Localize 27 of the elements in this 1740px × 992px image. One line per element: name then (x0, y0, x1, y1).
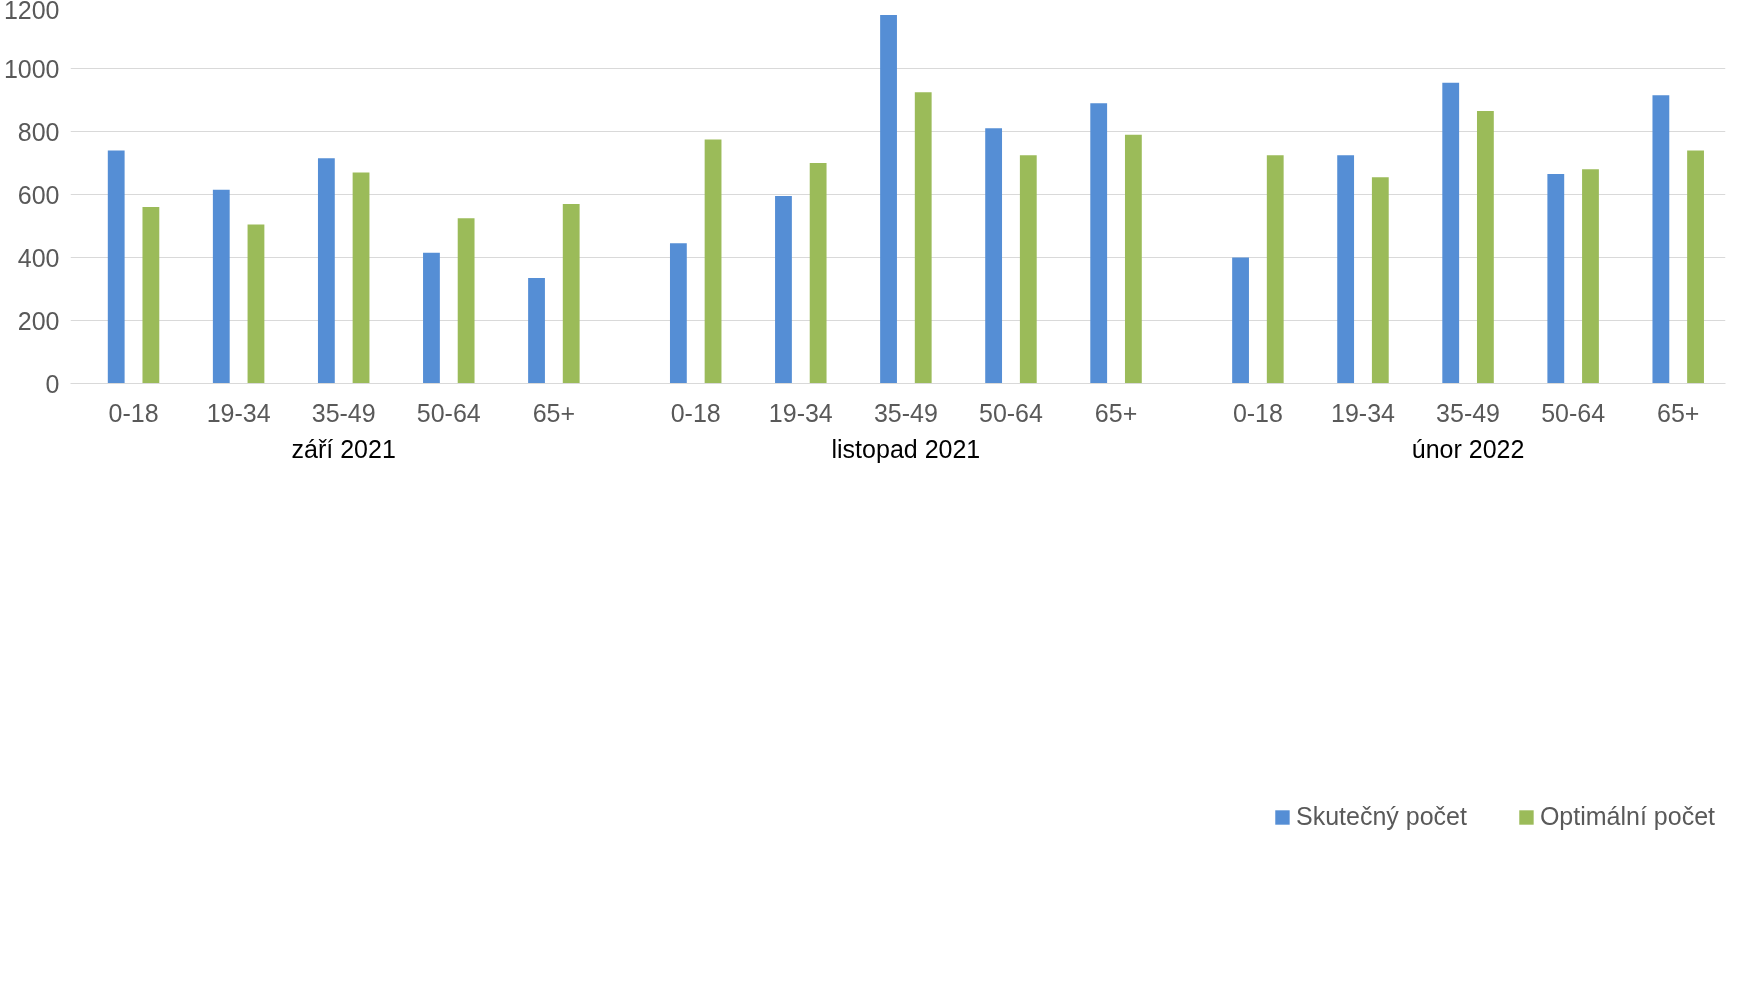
x-tick-label: 65+ (1657, 398, 1700, 427)
x-tick-label: 50-64 (416, 398, 481, 427)
x-tick-label: 0-18 (670, 398, 721, 427)
y-tick-label: 600 (17, 180, 60, 209)
text: únor 2022 (1411, 434, 1525, 463)
x-tick-label: 65+ (1094, 398, 1138, 427)
x-tick-label: 0-18 (1232, 398, 1283, 427)
legend-label: Skutečný počet (1295, 802, 1467, 832)
x-tick-label: 19-34 (768, 398, 833, 427)
x-tick-label: 35-49 (1436, 398, 1501, 427)
y-tick-label: 1200 (3, 0, 60, 24)
y-tick-label: 800 (17, 117, 60, 146)
y-tick-label: 0 (45, 369, 60, 398)
x-tick-label: 65+ (532, 398, 576, 427)
y-tick-label: 1000 (3, 54, 60, 83)
x-tick-label: 0-18 (108, 398, 159, 427)
x-tick-label: 50-64 (1541, 398, 1606, 427)
x-tick-label: 19-34 (1331, 398, 1396, 427)
x-tick-label: 19-34 (206, 398, 271, 427)
x-tick-label: 35-49 (311, 398, 376, 427)
y-tick-label: 400 (17, 243, 60, 272)
x-tick-label: 50-64 (978, 398, 1044, 427)
text: listopad 2021 (831, 434, 981, 463)
legend-label: Optimální počet (1539, 802, 1715, 832)
y-tick-label: 200 (17, 306, 60, 335)
x-tick-label: 35-49 (873, 398, 938, 427)
text: září 2021 (291, 434, 396, 463)
